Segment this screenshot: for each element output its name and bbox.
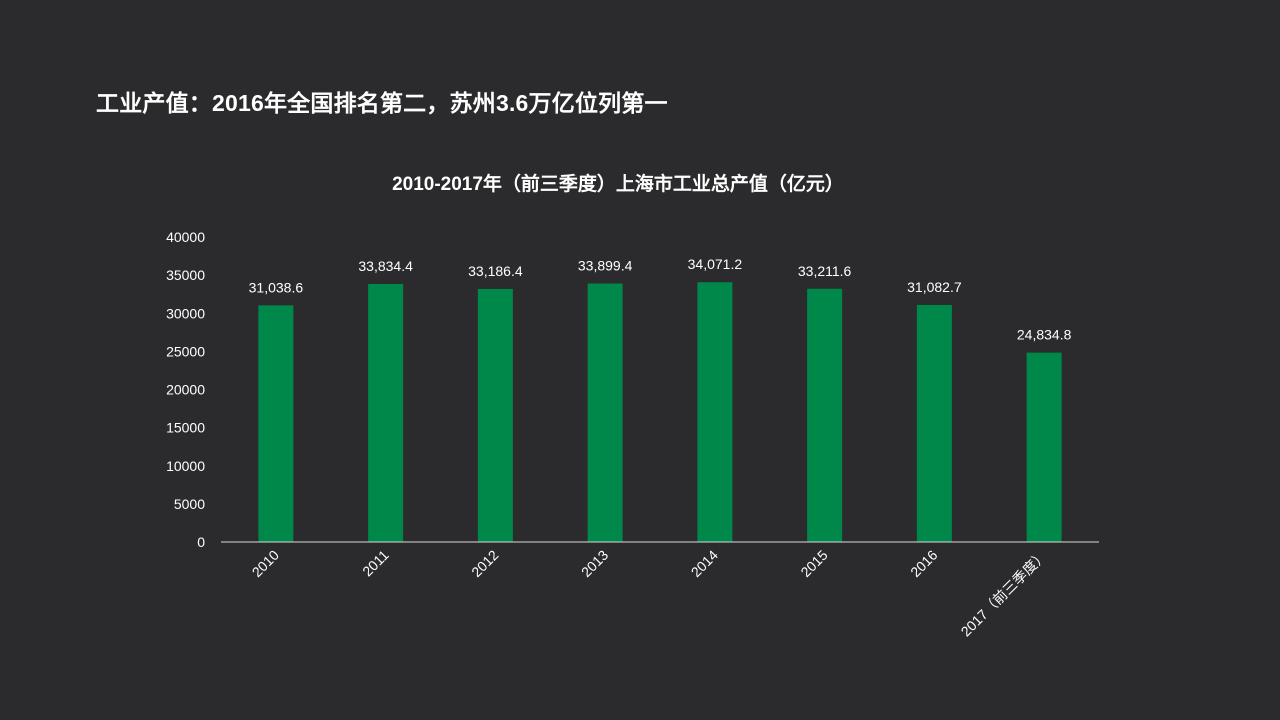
x-axis-ticks: 2010 2011 2012 2013 2014 2015 2016 2017（前三季度） bbox=[249, 547, 1051, 640]
bars-group bbox=[258, 282, 1062, 542]
data-label: 33,834.4 bbox=[358, 258, 413, 274]
data-label: 24,834.8 bbox=[1017, 327, 1072, 343]
data-label: 33,899.4 bbox=[578, 258, 633, 274]
slide-title: 工业产值：2016年全国排名第二，苏州3.6万亿位列第一 bbox=[96, 90, 668, 116]
bar bbox=[587, 283, 623, 542]
bar bbox=[807, 288, 843, 542]
bar bbox=[258, 305, 294, 542]
data-label: 33,211.6 bbox=[798, 263, 852, 279]
data-label: 31,038.6 bbox=[249, 279, 304, 295]
y-tick-label: 10000 bbox=[166, 458, 205, 474]
bar bbox=[697, 282, 733, 542]
bar bbox=[477, 288, 513, 542]
y-tick-label: 0 bbox=[197, 534, 205, 550]
value-labels-group: 31,038.6 33,834.4 33,186.4 33,899.4 34,071.2… bbox=[249, 256, 1072, 342]
y-tick-label: 25000 bbox=[166, 343, 205, 359]
bar bbox=[1026, 352, 1062, 542]
x-tick-label: 2013 bbox=[578, 547, 611, 580]
chart-title: 2010-2017年（前三季度）上海市工业总产值（亿元） bbox=[392, 172, 844, 195]
x-tick-label: 2011 bbox=[359, 547, 392, 580]
y-tick-label: 15000 bbox=[166, 420, 205, 436]
data-label: 34,071.2 bbox=[688, 256, 743, 272]
x-tick-label: 2012 bbox=[468, 547, 501, 580]
y-tick-label: 30000 bbox=[166, 305, 205, 321]
y-tick-label: 20000 bbox=[166, 382, 205, 398]
x-tick-label: 2016 bbox=[907, 547, 940, 580]
data-label: 31,082.7 bbox=[907, 279, 962, 295]
y-tick-label: 5000 bbox=[174, 496, 205, 512]
y-axis-ticks: 0 5000 10000 15000 20000 25000 30000 35000 40000 bbox=[166, 229, 205, 550]
x-tick-label: 2015 bbox=[797, 547, 830, 580]
y-tick-label: 35000 bbox=[166, 267, 205, 283]
bar bbox=[368, 284, 404, 542]
x-tick-label: 2014 bbox=[688, 547, 721, 580]
x-tick-label: 2017（前三季度） bbox=[958, 547, 1051, 640]
x-tick-label: 2010 bbox=[249, 547, 282, 580]
data-label: 33,186.4 bbox=[468, 263, 523, 279]
bar bbox=[916, 304, 952, 542]
y-tick-label: 40000 bbox=[166, 229, 205, 245]
